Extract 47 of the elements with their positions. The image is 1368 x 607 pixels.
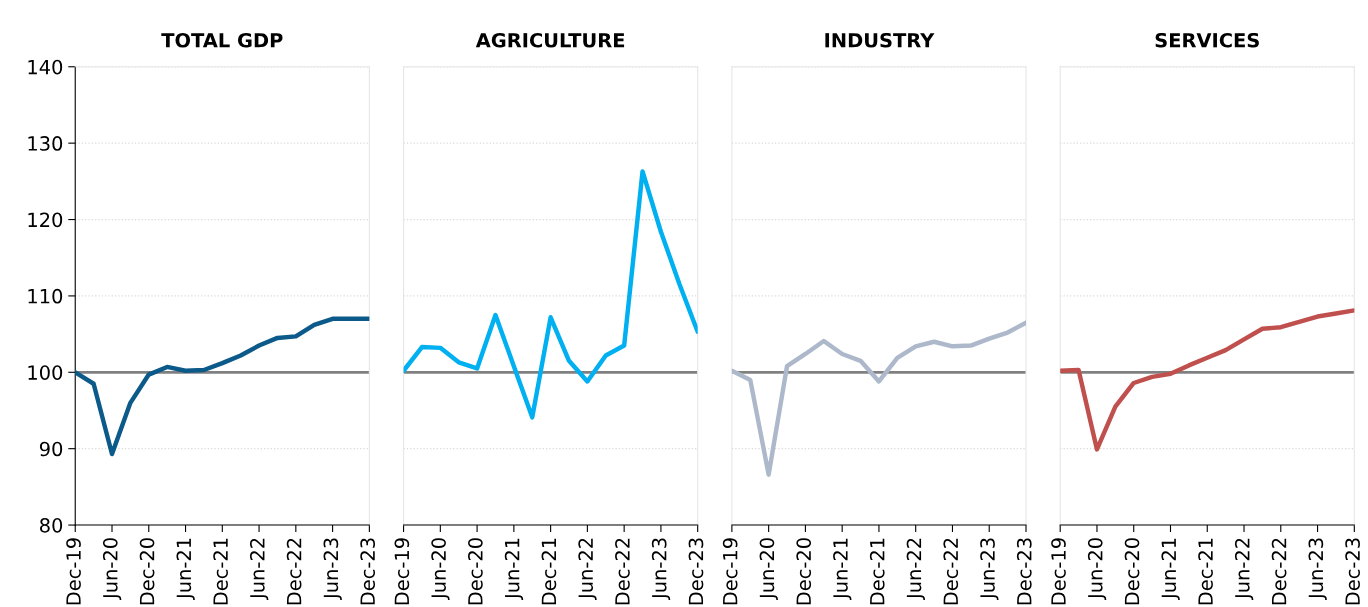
x-tick-label: Jun-21 <box>1161 538 1180 601</box>
x-tick-label: Dec-22 <box>286 538 302 605</box>
x-tick-label: Dec-21 <box>213 538 228 605</box>
x-tick-label: Dec-21 <box>541 538 557 605</box>
x-tick-label: Jun-20 <box>102 538 122 601</box>
y-tick-label: 120 <box>28 212 63 228</box>
x-tick-label: Dec-23 <box>1345 538 1360 605</box>
y-tick-label: 130 <box>28 136 63 151</box>
chart-title: SERVICES <box>1155 32 1259 48</box>
x-tick-label: Jun-22 <box>578 538 597 601</box>
x-tick-label: Dec-21 <box>869 538 885 605</box>
x-tick-label: Dec-20 <box>468 538 483 605</box>
x-tick-label: Jun-20 <box>431 538 450 601</box>
x-tick-label: Dec-19 <box>394 538 410 605</box>
x-tick-label: Jun-21 <box>176 538 195 601</box>
x-tick-label: Dec-23 <box>1016 538 1032 605</box>
x-tick-label: Jun-20 <box>1087 538 1107 601</box>
x-tick-label: Dec-19 <box>66 538 81 605</box>
x-tick-label: Jun-23 <box>1308 538 1327 601</box>
chart-title: INDUSTRY <box>825 32 935 48</box>
x-tick-label: Dec-23 <box>360 538 375 605</box>
y-tick-label: 80 <box>40 518 63 533</box>
x-tick-label: Dec-19 <box>722 538 738 605</box>
x-tick-label: Dec-20 <box>1124 538 1140 605</box>
x-tick-label: Dec-19 <box>1051 538 1066 605</box>
x-tick-label: Jun-22 <box>906 538 925 601</box>
x-tick-label: Jun-23 <box>651 538 671 601</box>
x-tick-label: Jun-23 <box>980 538 999 601</box>
x-tick-label: Dec-22 <box>1271 538 1287 605</box>
x-tick-label: Jun-22 <box>250 538 269 601</box>
y-tick-label: 90 <box>39 441 63 457</box>
x-tick-label: Jun-22 <box>1234 538 1254 601</box>
chart-title: TOTAL GDP <box>161 32 283 48</box>
x-tick-label: Dec-20 <box>796 538 812 605</box>
x-tick-label: Jun-20 <box>759 538 778 601</box>
x-tick-label: Jun-21 <box>504 538 524 601</box>
x-tick-label: Dec-22 <box>943 538 959 605</box>
y-tick-label: 110 <box>28 288 63 304</box>
y-tick-label: 100 <box>28 365 63 380</box>
x-tick-label: Dec-23 <box>688 538 704 605</box>
chart-title: AGRICULTURE <box>475 32 625 48</box>
x-tick-label: Jun-23 <box>323 538 342 601</box>
x-tick-label: Dec-20 <box>139 538 155 605</box>
x-tick-label: Dec-22 <box>615 538 630 605</box>
x-tick-label: Dec-21 <box>1198 538 1213 605</box>
x-tick-label: Jun-21 <box>833 538 852 601</box>
y-tick-label: 140 <box>28 59 63 75</box>
